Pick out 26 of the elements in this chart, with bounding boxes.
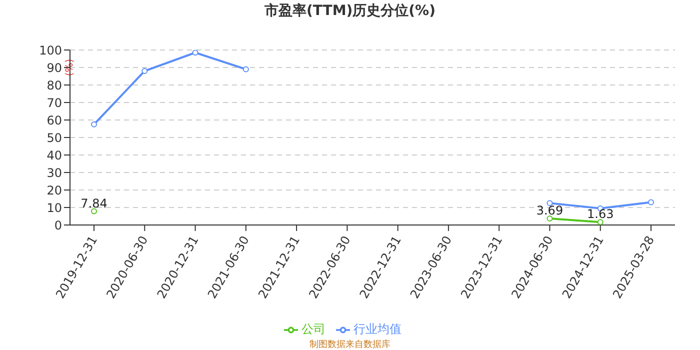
y-tick-label: 50: [46, 130, 62, 145]
point: [91, 208, 97, 214]
y-tick-label: 90: [46, 60, 62, 75]
data-label: 7.84: [80, 196, 108, 210]
text: 制图数据来自数据库: [308, 338, 392, 350]
y-tick-label: 70: [46, 96, 62, 110]
point: [597, 219, 604, 225]
data-label: 1.63: [587, 207, 614, 222]
point: [142, 68, 148, 74]
y-tick-label: 10: [46, 200, 62, 215]
data-label: 3.69: [536, 204, 564, 218]
y-tick-label: 80: [46, 78, 62, 92]
point: [242, 66, 249, 72]
y-tick-label: 40: [46, 148, 62, 162]
chart-title: 市盈率(TTM)历史分位(%): [264, 2, 436, 20]
y-tick-label: 0: [54, 218, 62, 232]
legend-label: 行业均值: [354, 322, 402, 336]
legend-label: 公司: [302, 322, 326, 336]
point: [648, 199, 654, 206]
y-tick-label: 60: [46, 113, 62, 128]
y-tick-label: 100: [39, 43, 62, 58]
point: [91, 121, 97, 128]
y-tick-label: 20: [46, 183, 62, 198]
point: [546, 216, 553, 222]
y-tick-label: 30: [46, 166, 62, 180]
point: [192, 50, 198, 56]
